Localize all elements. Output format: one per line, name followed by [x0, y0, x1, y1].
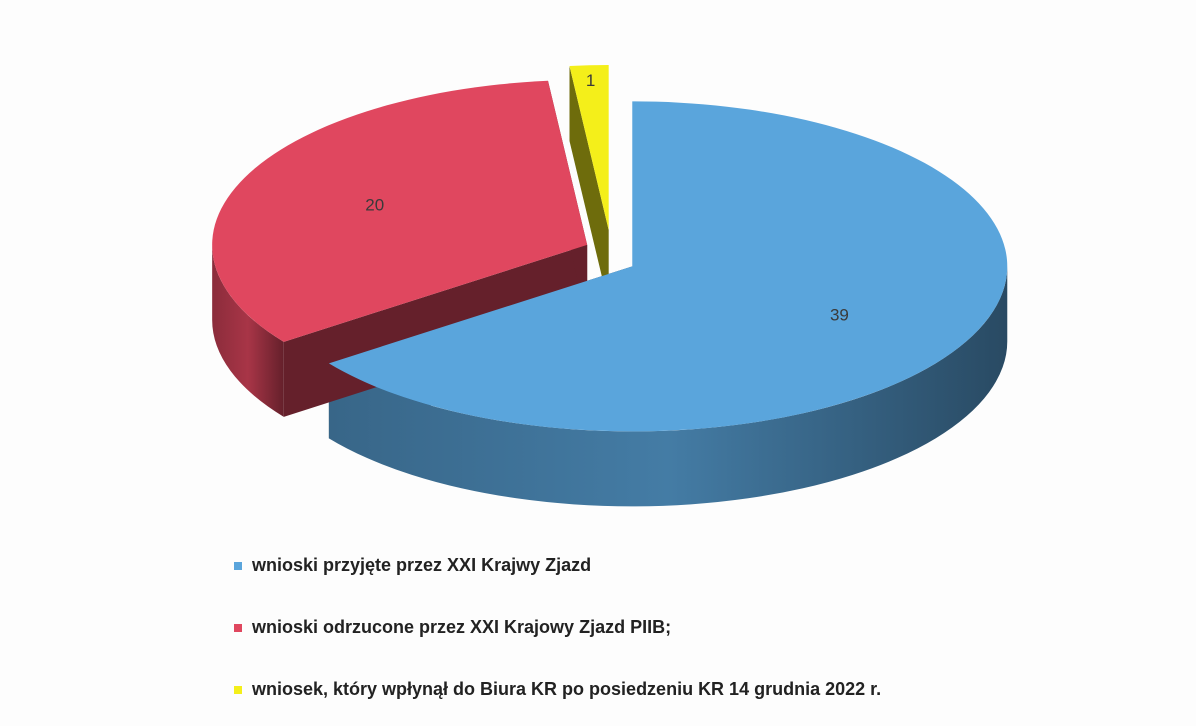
slice — [569, 65, 609, 231]
data-label: 1 — [586, 71, 595, 90]
legend-label: wnioski odrzucone przez XXI Krajowy Zjaz… — [251, 617, 671, 637]
slice-edge-wall — [569, 65, 609, 306]
legend-swatch — [234, 624, 242, 632]
slice — [212, 80, 588, 342]
data-labels: 39 20 1 — [365, 71, 849, 324]
slice-outer-wall — [328, 266, 1008, 507]
pie-tops — [212, 65, 1008, 432]
data-label: 20 — [365, 196, 384, 215]
legend: wnioski przyjęte przez XXI Krajwy Zjazd w… — [234, 555, 881, 699]
slice — [328, 101, 1008, 432]
slice-outer-wall — [212, 244, 284, 417]
legend-label: wnioski przyjęte przez XXI Krajwy Zjazd — [251, 555, 591, 575]
legend-swatch — [234, 686, 242, 694]
data-label: 39 — [830, 305, 849, 324]
legend-label: wniosek, który wpłynął do Biura KR po po… — [251, 679, 881, 699]
legend-swatch — [234, 562, 242, 570]
